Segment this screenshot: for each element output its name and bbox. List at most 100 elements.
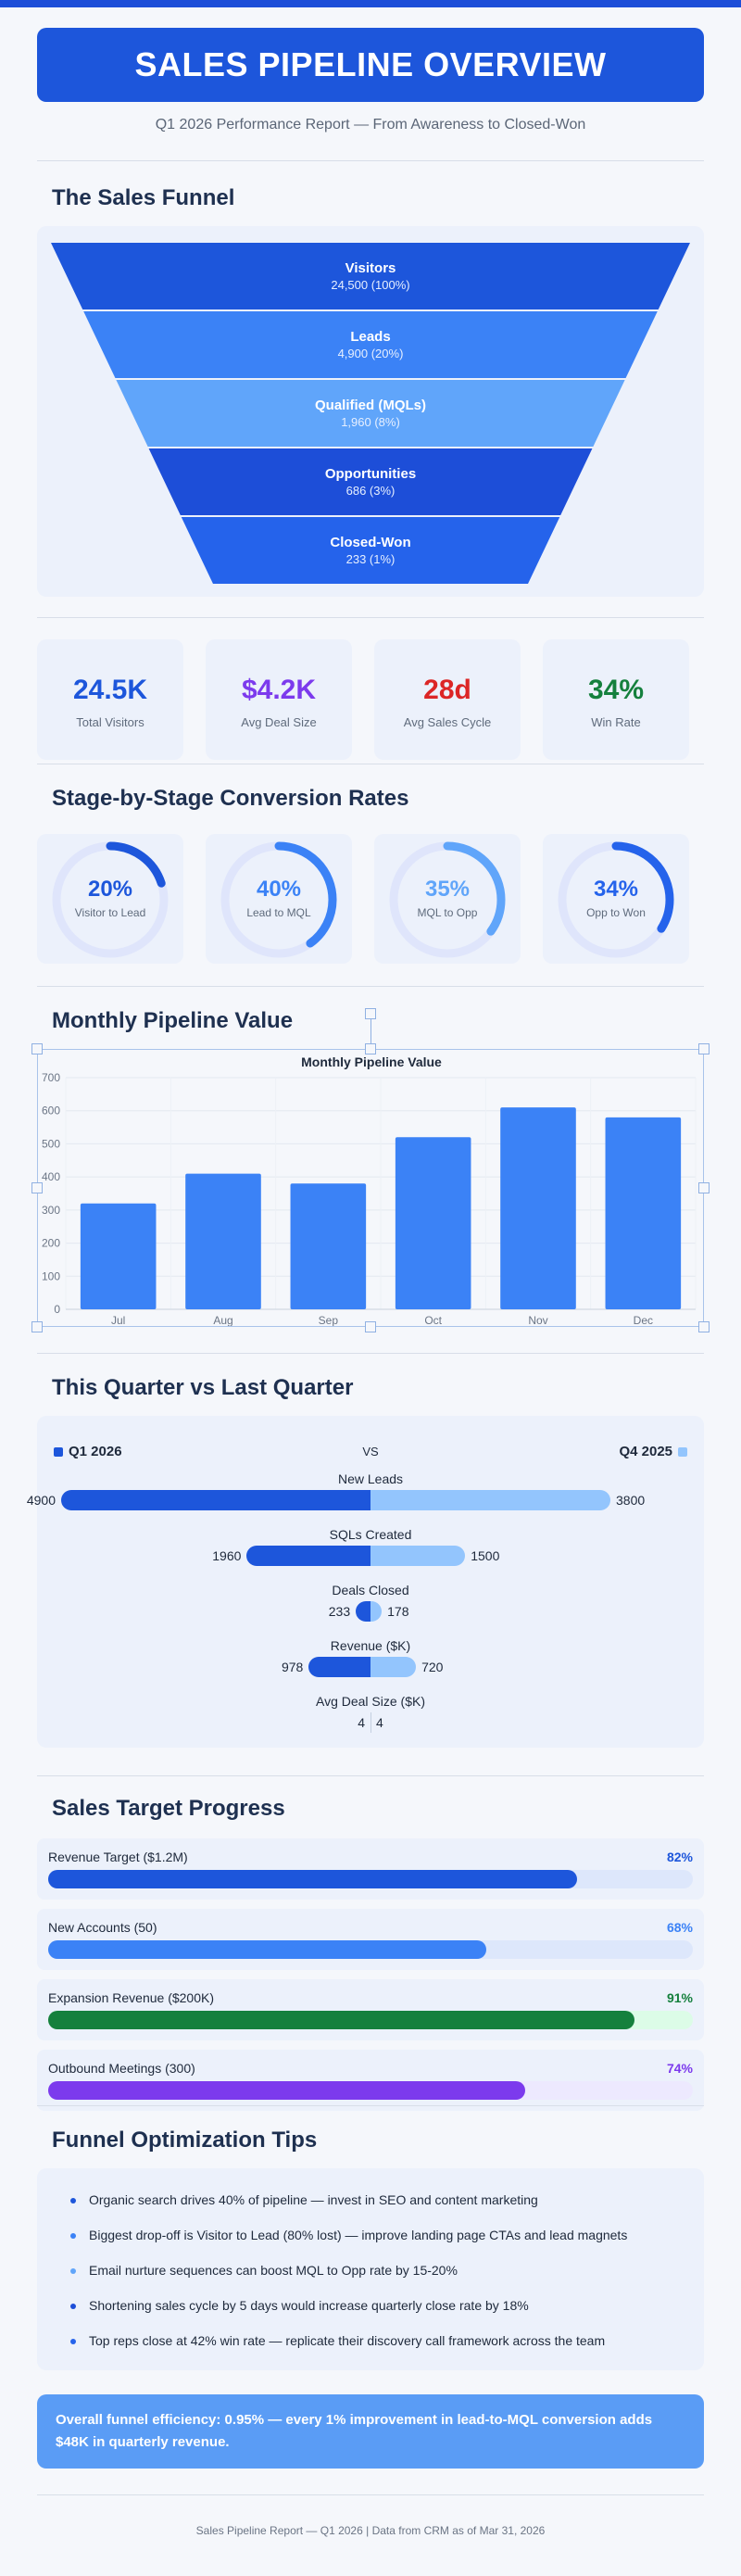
target-percent: 74% — [666, 2061, 693, 2076]
chart-container[interactable]: Monthly Pipeline Value 0 100 200 300 400 500 60… — [37, 1049, 704, 1327]
kpi-label: Avg Deal Size — [241, 715, 317, 729]
kpi-label: Total Visitors — [76, 715, 144, 729]
current-quarter-value: 4900 — [26, 1493, 56, 1508]
y-tick-label: 100 — [42, 1269, 60, 1282]
kpi-card: 34% Win Rate — [543, 639, 689, 760]
bar-previous-quarter — [370, 1657, 417, 1677]
funnel-stage-1 — [83, 311, 658, 378]
funnel-stage-detail: 24,500 (100%) — [331, 278, 409, 292]
top-accent-bar — [0, 0, 741, 7]
previous-quarter-value: 4 — [376, 1715, 383, 1730]
divider — [37, 2494, 704, 2495]
resize-handle-top-right[interactable] — [698, 1043, 710, 1054]
kpi-label: Avg Sales Cycle — [403, 715, 492, 729]
conversion-ring — [389, 841, 506, 958]
tips-section-title: Funnel Optimization Tips — [52, 2128, 318, 2153]
divider — [37, 160, 704, 161]
comparison-row-label: Revenue ($K) — [330, 1638, 411, 1653]
bar-current-quarter — [246, 1546, 370, 1566]
target-row: Outbound Meetings (300) 74% — [37, 2050, 704, 2111]
target-progress-fill — [48, 1940, 487, 1959]
legend-swatch-previous — [678, 1447, 687, 1457]
vs-label: VS — [362, 1445, 379, 1458]
bar-chart: Monthly Pipeline Value 0 100 200 300 400 500 60… — [42, 1054, 697, 1327]
bar-previous-quarter — [370, 1601, 383, 1622]
conversion-card: 34% Opp to Won — [543, 834, 689, 964]
ring-progress — [558, 841, 674, 958]
bar-current-quarter — [61, 1490, 370, 1510]
legend-swatch-current — [54, 1447, 63, 1457]
conversion-label: Visitor to Lead — [74, 906, 146, 919]
kpi-value: 28d — [423, 675, 471, 705]
ring-progress — [220, 841, 337, 958]
y-tick-label: 600 — [42, 1105, 60, 1118]
previous-quarter-value: 1500 — [471, 1548, 500, 1563]
resize-handle-right[interactable] — [698, 1182, 710, 1193]
x-tick-label: Dec — [634, 1314, 653, 1326]
conversion-value: 34% — [593, 877, 639, 902]
conversion-ring — [558, 841, 674, 958]
resize-handle-bottom[interactable] — [365, 1321, 376, 1332]
comparison-row-label: SQLs Created — [329, 1527, 412, 1542]
funnel-stage-4 — [181, 517, 560, 584]
chart-title: Monthly Pipeline Value — [301, 1054, 442, 1069]
tip-text: Top reps close at 42% win rate — replica… — [89, 2333, 606, 2348]
ring-progress — [389, 841, 506, 958]
conversion-value: 40% — [256, 877, 302, 902]
funnel-stage-name: Visitors — [345, 260, 396, 276]
funnel-stage-0 — [51, 243, 690, 309]
bar-jul — [80, 1203, 157, 1309]
bullet-icon — [70, 2268, 76, 2274]
funnel-stage-name: Closed-Won — [330, 535, 410, 550]
funnel-stage-3 — [148, 448, 593, 515]
target-progress-track — [48, 2011, 693, 2029]
center-divider — [370, 1712, 371, 1733]
tip-text: Shortening sales cycle by 5 days would i… — [89, 2298, 529, 2313]
funnel-stage-name: Qualified (MQLs) — [315, 398, 426, 413]
target-name: Outbound Meetings (300) — [48, 2061, 195, 2076]
bullet-icon — [70, 2233, 76, 2239]
conversion-card: 35% MQL to Opp — [374, 834, 521, 964]
page-title: SALES PIPELINE OVERVIEW — [134, 45, 607, 83]
target-progress-track — [48, 2081, 693, 2100]
tips-card: Organic search drives 40% of pipeline — … — [37, 2168, 704, 2370]
kpi-card: $4.2K Avg Deal Size — [206, 639, 352, 760]
kpi-label: Win Rate — [591, 715, 641, 729]
bar-oct — [395, 1137, 471, 1309]
previous-quarter-value: 178 — [387, 1604, 409, 1619]
target-progress-fill — [48, 2081, 526, 2100]
bullet-icon — [70, 2339, 76, 2344]
x-tick-label: Jul — [111, 1314, 125, 1326]
x-tick-label: Sep — [319, 1314, 339, 1326]
resize-handle-top[interactable] — [365, 1043, 376, 1054]
current-quarter-value: 233 — [328, 1604, 351, 1619]
current-quarter-value: 4 — [358, 1715, 365, 1730]
comparison-row-label: Deals Closed — [332, 1583, 409, 1597]
target-row: Revenue Target ($1.2M) 82% — [37, 1838, 704, 1900]
conversion-label: Lead to MQL — [246, 906, 311, 919]
tip-text: Biggest drop-off is Visitor to Lead (80%… — [89, 2228, 628, 2242]
resize-handle-top-left[interactable] — [31, 1043, 43, 1054]
previous-quarter-value: 3800 — [616, 1493, 646, 1508]
target-row: New Accounts (50) 68% — [37, 1909, 704, 1970]
conversion-label: MQL to Opp — [417, 906, 478, 919]
target-name: Revenue Target ($1.2M) — [48, 1850, 188, 1864]
conversion-ring — [220, 841, 337, 958]
divider — [37, 2105, 704, 2106]
funnel-stage-detail: 233 (1%) — [346, 552, 396, 566]
resize-handle-bottom-right[interactable] — [698, 1321, 710, 1332]
divider — [37, 617, 704, 618]
rotate-handle[interactable] — [365, 1008, 376, 1019]
comparison-row-label: New Leads — [337, 1471, 404, 1486]
resize-handle-left[interactable] — [31, 1182, 43, 1193]
bar-current-quarter — [308, 1657, 370, 1677]
y-tick-label: 500 — [42, 1137, 60, 1150]
resize-handle-bottom-left[interactable] — [31, 1321, 43, 1332]
y-tick-label: 400 — [42, 1170, 60, 1183]
kpi-card: 28d Avg Sales Cycle — [374, 639, 521, 760]
bar-current-quarter — [356, 1601, 370, 1622]
conversion-section-title: Stage-by-Stage Conversion Rates — [52, 786, 409, 811]
target-percent: 82% — [666, 1850, 693, 1864]
x-tick-label: Aug — [213, 1314, 232, 1326]
y-tick-label: 700 — [42, 1071, 60, 1084]
